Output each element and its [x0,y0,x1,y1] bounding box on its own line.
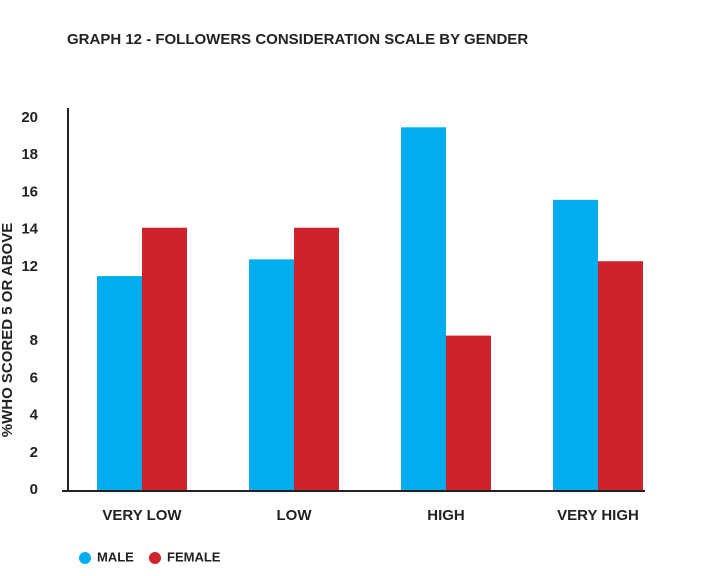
legend-label: FEMALE [167,549,221,564]
y-tick-label: 0 [30,481,38,498]
bar [446,335,491,490]
x-tick-label: VERY LOW [102,507,182,524]
y-tick-label: 16 [21,183,38,200]
chart-title: GRAPH 12 - FOLLOWERS CONSIDERATION SCALE… [67,31,528,48]
legend-marker [149,552,161,564]
bar [249,259,294,490]
y-tick-label: 2 [30,444,38,461]
y-tick-label: 6 [30,369,38,386]
legend-label: MALE [97,549,134,564]
y-tick-label: 18 [21,146,38,163]
bar [97,276,142,490]
x-tick-label: VERY HIGH [557,507,639,524]
y-tick-label: 12 [21,258,38,275]
bar [142,227,187,491]
y-axis-label: %WHO SCORED 5 OR ABOVE [0,223,16,437]
bar [553,199,598,490]
y-tick-label: 8 [30,332,38,349]
y-tick-label: 14 [21,221,38,238]
bar [598,261,643,490]
bar [401,127,446,491]
legend-marker [79,552,91,564]
x-tick-label: LOW [277,507,313,524]
y-tick-label: 20 [21,109,38,126]
x-tick-label: HIGH [427,507,465,524]
y-tick-label: 4 [30,407,39,424]
bar [294,227,339,491]
